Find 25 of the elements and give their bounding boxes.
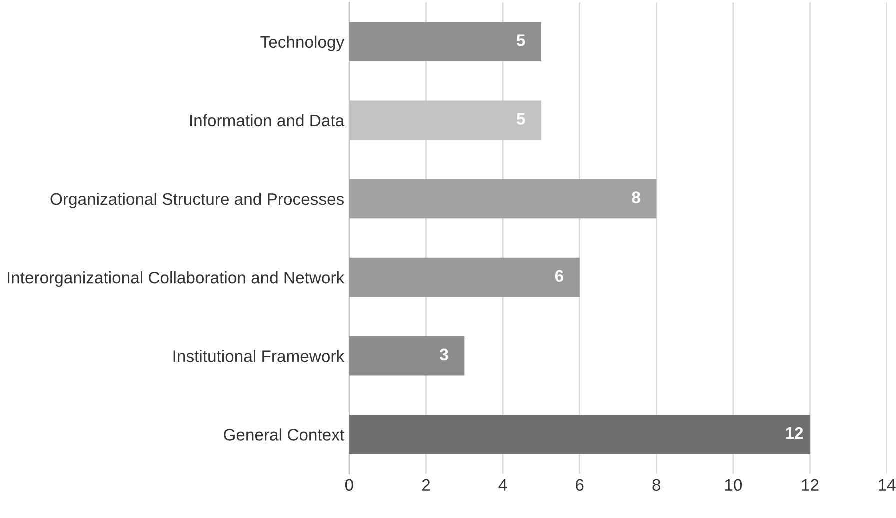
bar	[349, 179, 657, 219]
data-label: 8	[632, 192, 640, 204]
y-tick-label: General Context	[224, 428, 344, 441]
data-label: 5	[516, 34, 526, 46]
x-tick-label: 14	[879, 479, 896, 491]
x-tick-label: 10	[725, 479, 742, 492]
bar	[349, 415, 810, 454]
y-tick-label: Interorganizational Collaboration and Network	[8, 272, 345, 288]
x-tick-label: 2	[422, 479, 430, 491]
bar	[349, 22, 542, 62]
bar	[349, 336, 465, 376]
x-tick-label: 8	[652, 479, 661, 492]
y-tick-label: Organizational Structure and Processes	[50, 192, 344, 208]
x-tick-label: 4	[498, 479, 508, 491]
data-label: 6	[555, 270, 564, 282]
x-tick-label: 12	[802, 479, 819, 491]
y-tick-label: Institutional Framework	[174, 350, 345, 362]
data-label: 12	[786, 427, 804, 439]
x-tick-label: 6	[576, 479, 584, 492]
y-tick-label: Technology	[260, 36, 345, 52]
y-tick-label: Information and Data	[190, 114, 345, 127]
data-label: 5	[516, 113, 526, 125]
data-label: 3	[440, 348, 448, 361]
x-tick-label: 0	[345, 479, 354, 492]
bar	[349, 258, 580, 298]
